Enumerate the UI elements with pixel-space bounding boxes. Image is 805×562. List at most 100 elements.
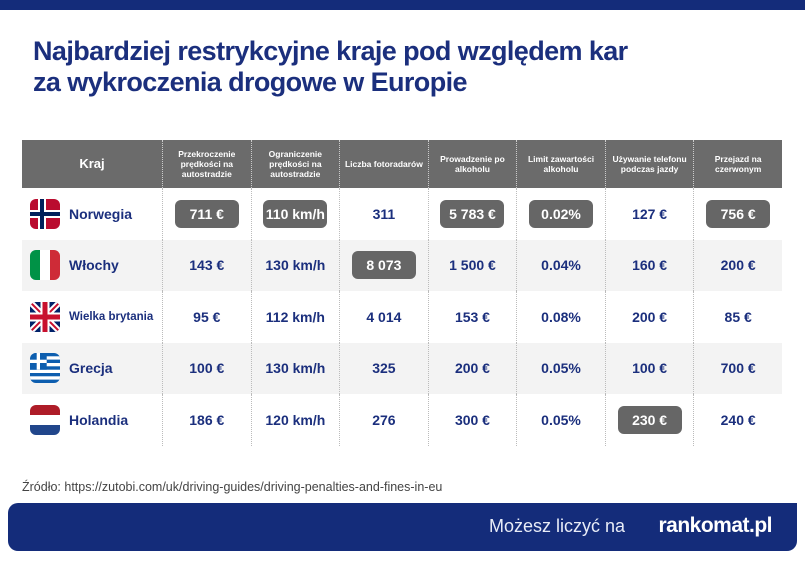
value-cell: 130 km/h [250, 239, 340, 291]
value: 0.05% [541, 360, 581, 377]
value-cell: 5 783 € [427, 188, 517, 240]
value: 100 € [189, 360, 225, 377]
value: 112 km/h [265, 308, 325, 325]
footer-slogan: Możesz liczyć na [488, 516, 625, 536]
value-cell: 756 € [693, 188, 782, 240]
country-cell: Norwegia [22, 188, 162, 240]
value: 95 € [193, 308, 221, 325]
value-cell: 200 € [427, 342, 517, 394]
country-name: Norwegia [69, 205, 133, 222]
value: 100 € [632, 360, 668, 377]
value-cell: 120 km/h [250, 394, 340, 446]
column-header: Liczba fotoradarów [339, 140, 428, 188]
value-cell: 276 [339, 394, 428, 446]
column-header: Przekroczenie prędkości na autostradzie [162, 140, 251, 188]
country-name: Wielka brytania [69, 310, 154, 323]
table-row: Włochy 143 € 130 km/h 8 073 1 500 € 0.04% 160 … [22, 239, 782, 292]
value-cell: 95 € [162, 291, 251, 343]
value-cell: 0.05% [516, 342, 605, 394]
country-cell: Grecja [22, 343, 162, 395]
value-cell: 300 € [427, 394, 517, 446]
value: 4 014 [366, 308, 402, 325]
value: 200 € [454, 360, 490, 377]
greece-flag-icon [30, 353, 60, 384]
page-title: Najbardziej restrykcyjne kraje pod wzglę… [33, 36, 753, 98]
value: 700 € [720, 360, 756, 377]
highlighted-value: 711 € [174, 199, 239, 228]
value-cell: 127 € [604, 188, 694, 240]
value: 300 € [454, 411, 490, 428]
value: 0.08% [541, 308, 581, 325]
netherlands-flag-icon [30, 404, 60, 435]
value-cell: 4 014 [339, 291, 428, 343]
value-cell: 0.02% [516, 188, 605, 240]
value: 240 € [720, 411, 756, 428]
column-header: Limit zawartości alkoholu [516, 140, 605, 188]
value-cell: 240 € [693, 394, 782, 446]
country-cell: Wielka brytania [22, 291, 162, 343]
value: 130 km/h [265, 257, 326, 274]
value-cell: 100 € [604, 342, 694, 394]
value-cell: 200 € [693, 239, 782, 291]
value-cell: 8 073 [339, 239, 428, 291]
highlighted-value: 110 km/h [263, 199, 328, 228]
source-note: Źródło: https://zutobi.com/uk/driving-gu… [22, 480, 443, 494]
value-cell: 130 km/h [250, 342, 340, 394]
rankomat-logo: rankomat.pl [658, 514, 772, 537]
column-header: Kraj [79, 156, 105, 171]
title-line-1: Najbardziej restrykcyjne kraje pod wzglę… [33, 36, 628, 66]
value: 200 € [720, 257, 756, 274]
title-line-2: za wykroczenia drogowe w Europie [33, 67, 468, 97]
value: 127 € [632, 205, 668, 222]
highlighted-value: 0.02% [529, 199, 594, 228]
highlighted-value: 8 073 [351, 251, 416, 280]
value: 276 [372, 411, 396, 428]
value-cell: 143 € [162, 239, 251, 291]
country-name: Holandia [69, 411, 129, 428]
value: 120 km/h [265, 411, 326, 428]
value-cell: 711 € [162, 188, 251, 240]
table-row: Grecja 100 € 130 km/h 325 200 € 0.05% 100 € 700… [22, 342, 782, 395]
value-cell: 112 km/h [250, 291, 340, 343]
highlighted-value: 5 783 € [440, 199, 505, 228]
column-header: Ograniczenie prędkości na autostradzie [250, 140, 340, 188]
value-cell: 110 km/h [250, 188, 340, 240]
column-header: Przejazd na czerwonym [693, 140, 782, 188]
value: 186 € [189, 411, 225, 428]
value: 85 € [724, 308, 752, 325]
value-cell: 0.04% [516, 239, 605, 291]
footer-banner: Możesz liczyć na rankomat.pl [8, 503, 797, 551]
country-cell: Holandia [22, 394, 162, 446]
country-cell: Włochy [22, 240, 162, 292]
value-cell: 700 € [693, 342, 782, 394]
value-cell: 200 € [604, 291, 694, 343]
column-header: Prowadzenie po alkoholu [427, 140, 517, 188]
country-name: Włochy [69, 257, 119, 274]
value-cell: 186 € [162, 394, 251, 446]
value: 143 € [189, 257, 225, 274]
column-header: Używanie telefonu podczas jazdy [604, 140, 694, 188]
highlighted-value: 756 € [706, 199, 771, 228]
uk-flag-icon [30, 301, 60, 332]
value-cell: 311 [339, 188, 428, 240]
value-cell: 230 € [604, 394, 694, 446]
fines-table: Kraj Przekroczenie prędkości na autostrad… [22, 140, 782, 446]
value: 0.04% [541, 257, 581, 274]
norway-flag-icon [30, 198, 60, 229]
top-bar [0, 0, 805, 10]
value-cell: 85 € [693, 291, 782, 343]
value-cell: 325 [339, 342, 428, 394]
value: 153 € [454, 308, 490, 325]
value-cell: 0.05% [516, 394, 605, 446]
country-name: Grecja [69, 360, 113, 377]
value-cell: 1 500 € [427, 239, 517, 291]
value: 1 500 € [449, 257, 496, 274]
value-cell: 153 € [427, 291, 517, 343]
value: 325 [372, 360, 396, 377]
highlighted-value: 230 € [617, 405, 682, 434]
table-row: Wielka brytania 95 € 112 km/h 4 014 153 € 0.0… [22, 291, 782, 343]
value: 311 [372, 205, 396, 222]
value: 160 € [632, 257, 668, 274]
table-row: Holandia 186 € 120 km/h 276 300 € 0.05% 230 € 2… [22, 394, 782, 446]
value: 130 km/h [265, 360, 326, 377]
